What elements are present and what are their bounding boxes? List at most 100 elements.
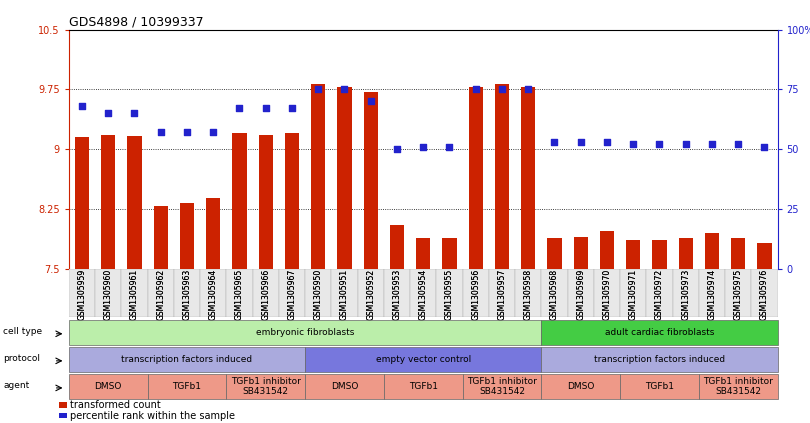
- Bar: [305, 374, 384, 399]
- Text: GSM1305972: GSM1305972: [655, 269, 664, 320]
- Bar: [541, 320, 778, 345]
- Bar: [672, 269, 699, 317]
- Text: GSM1305953: GSM1305953: [393, 269, 402, 320]
- Point: [102, 110, 115, 117]
- Point: [181, 129, 194, 136]
- Text: GSM1305963: GSM1305963: [182, 269, 191, 320]
- Point: [154, 129, 167, 136]
- Bar: [573, 237, 588, 269]
- Text: TGFb1 inhibitor
SB431542: TGFb1 inhibitor SB431542: [467, 377, 537, 396]
- Point: [128, 110, 141, 117]
- Text: GSM1305956: GSM1305956: [471, 269, 480, 320]
- Point: [338, 86, 351, 93]
- Text: GSM1305965: GSM1305965: [235, 269, 244, 320]
- Text: GSM1305963: GSM1305963: [182, 269, 191, 320]
- Point: [390, 146, 403, 153]
- Point: [364, 98, 377, 105]
- Point: [522, 86, 535, 93]
- Text: GSM1305969: GSM1305969: [576, 269, 585, 320]
- Text: GSM1305958: GSM1305958: [524, 269, 533, 320]
- Bar: [59, 413, 67, 418]
- Text: percentile rank within the sample: percentile rank within the sample: [70, 411, 235, 420]
- Text: GSM1305964: GSM1305964: [209, 269, 218, 320]
- Text: GSM1305950: GSM1305950: [313, 269, 322, 320]
- Text: GSM1305962: GSM1305962: [156, 269, 165, 320]
- Point: [285, 105, 298, 112]
- Bar: [69, 320, 541, 345]
- Text: TGFb1: TGFb1: [645, 382, 674, 391]
- Text: GSM1305953: GSM1305953: [393, 269, 402, 320]
- Bar: [357, 269, 384, 317]
- Bar: [620, 269, 646, 317]
- Point: [653, 141, 666, 148]
- Bar: [331, 269, 357, 317]
- Bar: [541, 347, 778, 372]
- Bar: [59, 402, 67, 408]
- Bar: [646, 269, 672, 317]
- Bar: [620, 374, 699, 399]
- Text: DMSO: DMSO: [330, 382, 358, 391]
- Bar: [442, 238, 457, 269]
- Text: GSM1305966: GSM1305966: [261, 269, 271, 320]
- Text: GSM1305950: GSM1305950: [313, 269, 322, 320]
- Text: protocol: protocol: [3, 354, 40, 363]
- Text: transformed count: transformed count: [70, 400, 161, 410]
- Text: GSM1305952: GSM1305952: [366, 269, 375, 320]
- Point: [416, 143, 429, 150]
- Text: cell type: cell type: [3, 327, 43, 336]
- Text: GSM1305965: GSM1305965: [235, 269, 244, 320]
- Bar: [463, 269, 489, 317]
- Text: GSM1305973: GSM1305973: [681, 269, 690, 320]
- Bar: [548, 238, 561, 269]
- Bar: [568, 269, 594, 317]
- Point: [75, 103, 88, 110]
- Text: GSM1305955: GSM1305955: [445, 269, 454, 320]
- Bar: [463, 374, 541, 399]
- Bar: [69, 374, 147, 399]
- Text: agent: agent: [3, 381, 30, 390]
- Point: [731, 141, 744, 148]
- Point: [469, 86, 482, 93]
- Bar: [101, 135, 116, 269]
- Text: GSM1305968: GSM1305968: [550, 269, 559, 320]
- Text: GSM1305970: GSM1305970: [603, 269, 612, 320]
- Text: GSM1305954: GSM1305954: [419, 269, 428, 320]
- Text: GSM1305967: GSM1305967: [288, 269, 296, 320]
- Bar: [652, 240, 667, 269]
- Text: TGFb1 inhibitor
SB431542: TGFb1 inhibitor SB431542: [231, 377, 301, 396]
- Bar: [69, 269, 95, 317]
- Bar: [679, 238, 693, 269]
- Text: GDS4898 / 10399337: GDS4898 / 10399337: [69, 16, 203, 28]
- Bar: [384, 269, 410, 317]
- Bar: [489, 269, 515, 317]
- Text: GSM1305954: GSM1305954: [419, 269, 428, 320]
- Bar: [174, 269, 200, 317]
- Point: [706, 141, 718, 148]
- Bar: [122, 269, 147, 317]
- Text: GSM1305962: GSM1305962: [156, 269, 165, 320]
- Text: GSM1305951: GSM1305951: [340, 269, 349, 320]
- Text: GSM1305951: GSM1305951: [340, 269, 349, 320]
- Bar: [253, 269, 279, 317]
- Text: GSM1305976: GSM1305976: [760, 269, 769, 320]
- Text: GSM1305952: GSM1305952: [366, 269, 375, 320]
- Text: GSM1305958: GSM1305958: [524, 269, 533, 320]
- Text: GSM1305968: GSM1305968: [550, 269, 559, 320]
- Text: GSM1305960: GSM1305960: [104, 269, 113, 320]
- Text: TGFb1 inhibitor
SB431542: TGFb1 inhibitor SB431542: [703, 377, 774, 396]
- Bar: [364, 92, 378, 269]
- Point: [233, 105, 246, 112]
- Point: [207, 129, 220, 136]
- Bar: [180, 203, 194, 269]
- Text: GSM1305974: GSM1305974: [707, 269, 717, 320]
- Point: [680, 141, 693, 148]
- Point: [312, 86, 325, 93]
- Point: [758, 143, 771, 150]
- Text: GSM1305971: GSM1305971: [629, 269, 637, 320]
- Bar: [541, 374, 620, 399]
- Bar: [305, 347, 541, 372]
- Bar: [699, 374, 778, 399]
- Bar: [699, 269, 725, 317]
- Text: GSM1305956: GSM1305956: [471, 269, 480, 320]
- Bar: [416, 238, 430, 269]
